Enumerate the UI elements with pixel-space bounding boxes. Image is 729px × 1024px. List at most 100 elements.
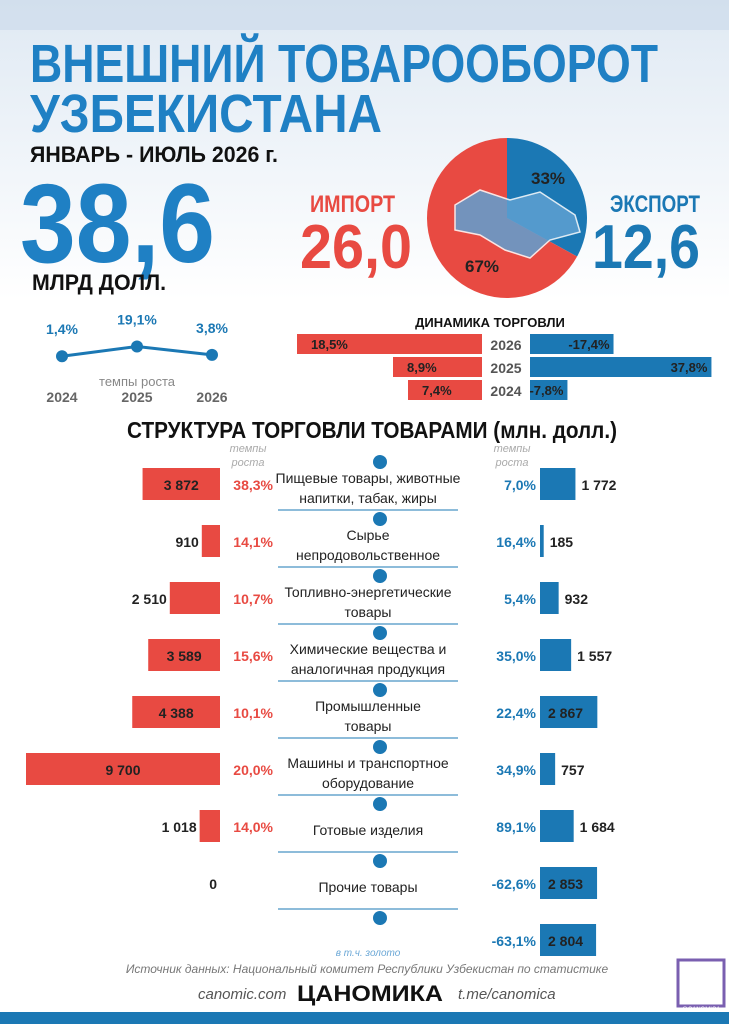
category-label: Промышленные xyxy=(315,698,421,714)
category-label: Прочие товары xyxy=(318,879,417,895)
growth-label: 19,1% xyxy=(117,311,157,327)
category-icon xyxy=(373,797,387,811)
category-label: Машины и транспортное xyxy=(287,755,449,771)
category-icon xyxy=(373,854,387,868)
period: ЯНВАРЬ - ИЮЛЬ 2026 г. xyxy=(30,142,278,167)
import-growth: 10,1% xyxy=(233,705,273,721)
export-value: 2 853 xyxy=(548,876,583,892)
category-icon xyxy=(373,911,387,925)
category-icon xyxy=(373,455,387,469)
growth-dot xyxy=(56,350,68,363)
year-label: 2026 xyxy=(490,337,521,353)
growth-header: темпы xyxy=(494,443,531,455)
export-bar xyxy=(540,924,597,956)
export-growth: 34,9% xyxy=(496,762,536,778)
year-label: 2024 xyxy=(490,383,521,399)
import-bar xyxy=(142,468,220,500)
growth-header: темпы xyxy=(230,443,267,455)
export-total: 12,6 xyxy=(592,213,700,282)
export-value: -17,4% xyxy=(568,337,610,352)
import-bar xyxy=(201,525,220,557)
growth-header: роста xyxy=(495,457,529,469)
import-growth: 15,6% xyxy=(233,648,273,664)
export-growth: 7,0% xyxy=(504,477,536,493)
export-growth: 5,4% xyxy=(504,591,536,607)
export-value: 2 804 xyxy=(548,933,583,949)
import-growth: 14,1% xyxy=(233,534,273,550)
import-value: 910 xyxy=(175,534,199,550)
category-label: оборудование xyxy=(322,775,414,791)
export-bar xyxy=(540,639,572,671)
export-value: 185 xyxy=(550,534,574,550)
growth-dot xyxy=(131,340,143,353)
import-bar xyxy=(26,753,220,785)
category-icon xyxy=(373,626,387,640)
category-label: товары xyxy=(345,604,392,620)
import-value: 1 018 xyxy=(162,819,197,835)
handle: @CANOMICA xyxy=(682,1007,720,1013)
export-value: 1 684 xyxy=(580,819,615,835)
growth-header: роста xyxy=(231,457,265,469)
export-bar xyxy=(540,810,574,842)
import-value: 7,4% xyxy=(422,383,452,398)
pie-label: 67% xyxy=(465,257,499,276)
export-bar xyxy=(540,582,559,614)
telegram: t.me/canomica xyxy=(458,986,556,1003)
export-value: 1 557 xyxy=(577,648,612,664)
import-growth: 38,3% xyxy=(233,477,273,493)
year-label: 2025 xyxy=(490,360,521,376)
map-shape xyxy=(454,189,581,259)
import-value: 4 388 xyxy=(159,705,194,721)
growth-dot xyxy=(206,348,218,361)
export-growth: 89,1% xyxy=(496,819,536,835)
import-value: 3 872 xyxy=(164,477,199,493)
year-box xyxy=(482,381,530,400)
structure-title: СТРУКТУРА ТОРГОВЛИ ТОВАРАМИ (млн. долл.) xyxy=(127,417,617,443)
import-growth: 14,0% xyxy=(233,819,273,835)
brand: ЦАНОМИКА xyxy=(297,981,443,1006)
export-growth: 35,0% xyxy=(496,648,536,664)
export-value: 2 867 xyxy=(548,705,583,721)
category-label: непродовольственное xyxy=(296,547,440,563)
category-label: Пищевые товары, животные xyxy=(276,470,461,486)
export-bar xyxy=(540,696,598,728)
header-bg xyxy=(0,0,729,300)
total-unit: МЛРД ДОЛЛ. xyxy=(32,270,166,295)
export-value: 1 772 xyxy=(581,477,616,493)
import-bar xyxy=(297,334,482,354)
category-label: аналогичная продукция xyxy=(291,661,445,677)
import-bar xyxy=(393,357,482,377)
export-growth: 22,4% xyxy=(496,705,536,721)
title-line: ВНЕШНИЙ ТОВАРООБОРОТ xyxy=(30,33,658,94)
import-label: ИМПОРТ xyxy=(310,191,395,218)
export-growth: -63,1% xyxy=(492,933,537,949)
year-box xyxy=(482,358,530,377)
year-label: 2024 xyxy=(46,389,77,405)
import-bar xyxy=(169,582,220,614)
import-bar xyxy=(148,639,220,671)
export-growth: -62,6% xyxy=(492,876,537,892)
export-bar xyxy=(530,380,568,400)
category-label: Топливно-энергетические xyxy=(284,584,451,600)
import-bar xyxy=(132,696,220,728)
title-line: УЗБЕКИСТАНА xyxy=(30,84,382,144)
export-value: 932 xyxy=(565,591,589,607)
category-icon xyxy=(373,512,387,526)
site: canomic.com xyxy=(198,986,286,1003)
import-total: 26,0 xyxy=(300,213,412,282)
export-bar xyxy=(540,525,544,557)
import-growth: 20,0% xyxy=(233,762,273,778)
growth-label: 1,4% xyxy=(46,321,78,337)
category-icon xyxy=(373,683,387,697)
year-label: 2025 xyxy=(121,389,152,405)
export-value: 757 xyxy=(561,762,585,778)
export-growth: 16,4% xyxy=(496,534,536,550)
import-growth: 10,7% xyxy=(233,591,273,607)
flag-band xyxy=(0,0,729,30)
category-label: в т.ч. золото xyxy=(336,948,401,959)
axis-label: темпы роста xyxy=(99,374,176,389)
export-label: ЭКСПОРТ xyxy=(610,191,700,218)
import-bar xyxy=(408,380,482,400)
growth-label: 3,8% xyxy=(196,320,228,336)
